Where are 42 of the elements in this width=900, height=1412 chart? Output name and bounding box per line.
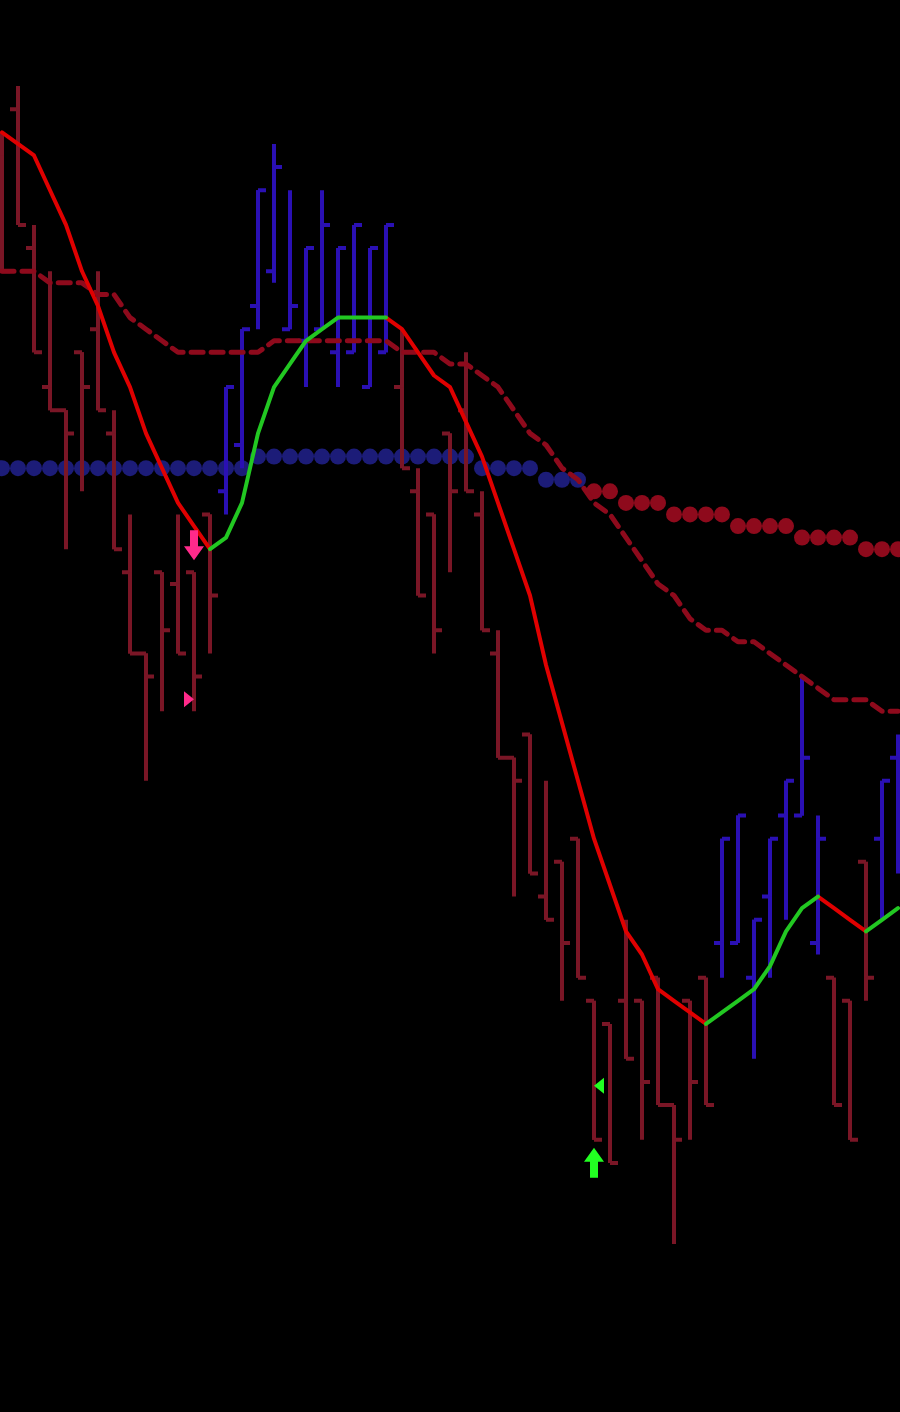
point [426,448,442,465]
point [858,541,874,558]
point [842,529,858,546]
point [170,460,186,477]
point [602,483,618,500]
point [522,460,538,477]
point [826,529,842,546]
point [138,460,154,477]
point [186,460,202,477]
point [362,448,378,465]
point [730,518,746,535]
point [618,494,634,511]
point [554,471,570,488]
point [314,448,330,465]
point [266,448,282,465]
point [490,460,506,477]
point [506,460,522,477]
point [26,460,42,477]
point [122,460,138,477]
point [282,448,298,465]
point [778,518,794,535]
point [794,529,810,546]
point [90,460,106,477]
point [330,448,346,465]
point [650,494,666,511]
point [298,448,314,465]
point [698,506,714,523]
point [378,448,394,465]
point [10,460,26,477]
point [410,448,426,465]
point [634,494,650,511]
point [538,471,554,488]
point [346,448,362,465]
point [874,541,890,558]
point [682,506,698,523]
point [810,529,826,546]
point [202,460,218,477]
point [666,506,682,523]
point [42,460,58,477]
point [714,506,730,523]
point [762,518,778,535]
point [746,518,762,535]
